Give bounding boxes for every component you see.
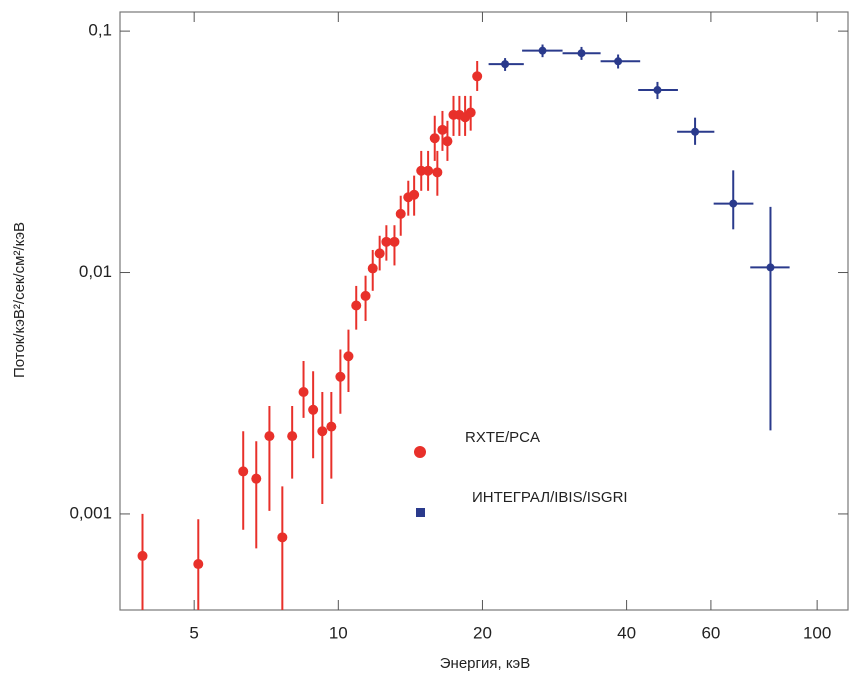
data-point: [614, 57, 623, 66]
data-point: [653, 86, 662, 95]
x-tick-label: 60: [701, 623, 720, 642]
data-point: [335, 371, 346, 382]
data-point: [577, 49, 586, 58]
legend-label: RXTE/PCA: [465, 429, 540, 446]
data-point: [308, 404, 319, 415]
data-point: [429, 133, 440, 144]
data-point: [137, 550, 148, 561]
plot-area: [137, 44, 790, 610]
data-point: [437, 124, 448, 135]
y-tick-label: 0,01: [79, 262, 112, 281]
data-point: [351, 300, 362, 311]
x-tick-label: 20: [473, 623, 492, 642]
data-point: [766, 263, 775, 272]
data-point: [729, 199, 738, 208]
data-point: [416, 165, 427, 176]
data-point: [395, 208, 406, 219]
legend-marker: [416, 508, 425, 517]
data-point: [389, 236, 400, 247]
data-point: [367, 263, 378, 274]
x-tick-label: 10: [329, 623, 348, 642]
data-point: [501, 60, 510, 69]
x-axis-label: Энергия, кэВ: [440, 655, 530, 672]
data-point: [264, 431, 275, 442]
data-point: [381, 236, 392, 247]
data-point: [409, 189, 420, 200]
data-point: [317, 426, 328, 437]
data-point: [472, 71, 483, 82]
data-point: [287, 431, 298, 442]
data-point: [298, 386, 309, 397]
legend-label: ИНТЕГРАЛ/IBIS/ISGRI: [472, 489, 628, 506]
data-point: [374, 248, 385, 259]
x-tick-label: 100: [803, 623, 831, 642]
data-point: [423, 165, 434, 176]
plot-frame: [119, 11, 849, 611]
data-point: [442, 136, 453, 147]
y-axis-label: Поток/кэВ²/сек/см²/кэВ: [11, 222, 28, 378]
data-point: [465, 107, 476, 118]
data-point: [326, 421, 337, 432]
y-tick-label: 0,1: [88, 21, 112, 40]
x-tick-label: 40: [617, 623, 636, 642]
data-point: [360, 290, 371, 301]
data-point: [277, 532, 288, 543]
data-point: [432, 167, 443, 178]
legend-marker: [414, 446, 426, 458]
data-point: [691, 127, 700, 136]
x-tick-label: 5: [189, 623, 198, 642]
data-point: [251, 473, 262, 484]
data-point: [238, 466, 249, 477]
y-tick-label: 0,001: [69, 503, 112, 522]
data-point: [193, 559, 204, 570]
data-point: [538, 46, 547, 55]
data-point: [343, 351, 354, 362]
